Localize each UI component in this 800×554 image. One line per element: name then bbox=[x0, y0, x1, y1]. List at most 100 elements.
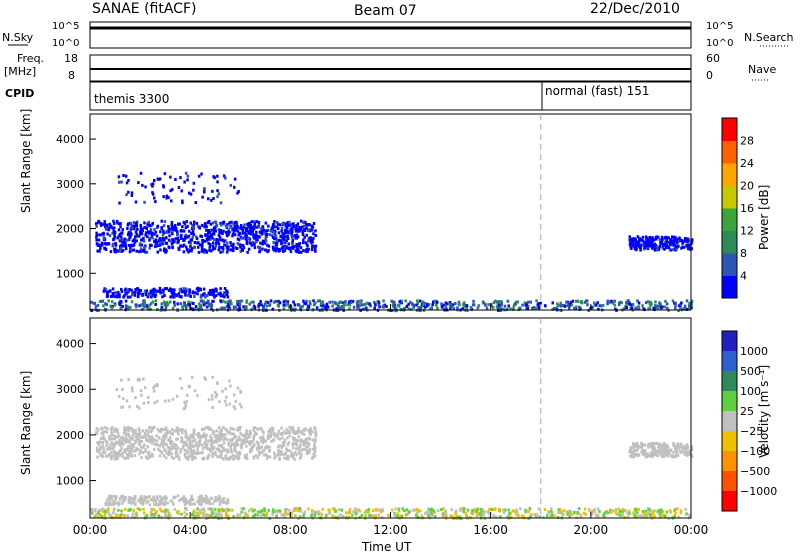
echo-cell bbox=[364, 302, 367, 306]
echo-cell bbox=[114, 498, 117, 502]
x-tick-label: 08:00 bbox=[273, 523, 308, 537]
echo-cell bbox=[659, 303, 662, 306]
echo-cell bbox=[118, 295, 121, 299]
echo-cell bbox=[246, 250, 249, 254]
echo-cell bbox=[442, 303, 445, 307]
echo-cell bbox=[463, 507, 466, 511]
echo-cell bbox=[112, 229, 115, 233]
echo-cell bbox=[95, 235, 98, 239]
echo-cell bbox=[214, 294, 218, 298]
echo-cell bbox=[229, 299, 232, 303]
echo-cell bbox=[142, 445, 145, 449]
echo-cell bbox=[218, 502, 222, 506]
echo-cell bbox=[228, 438, 232, 442]
echo-cell bbox=[282, 249, 285, 253]
echo-cell bbox=[284, 224, 287, 228]
echo-cell bbox=[152, 508, 155, 511]
echo-cell bbox=[141, 435, 145, 439]
echo-cell bbox=[241, 248, 244, 252]
echo-cell bbox=[272, 241, 275, 245]
echo-cell bbox=[346, 303, 349, 307]
echo-cell bbox=[217, 292, 220, 296]
echo-cell bbox=[154, 293, 157, 297]
echo-cell bbox=[209, 222, 213, 226]
echo-cell bbox=[318, 299, 321, 303]
echo-cell bbox=[169, 189, 172, 193]
echo-cell bbox=[106, 447, 109, 451]
echo-cell bbox=[190, 301, 193, 305]
echo-cell bbox=[305, 445, 308, 449]
echo-cell bbox=[268, 233, 272, 237]
echo-cell bbox=[556, 302, 559, 306]
echo-cell bbox=[184, 442, 188, 446]
echo-cell bbox=[192, 220, 196, 224]
echo-cell bbox=[684, 239, 688, 243]
echo-cell bbox=[113, 221, 116, 225]
echo-cell bbox=[392, 300, 395, 304]
echo-cell bbox=[340, 515, 344, 519]
echo-cell bbox=[127, 238, 131, 242]
echo-cell bbox=[245, 439, 248, 443]
echo-cell bbox=[227, 443, 231, 447]
echo-cell bbox=[206, 457, 209, 460]
echo-cell bbox=[630, 451, 634, 455]
echo-cell bbox=[221, 246, 225, 250]
echo-cell bbox=[163, 442, 167, 446]
echo-cell bbox=[676, 241, 679, 245]
echo-cell bbox=[685, 512, 688, 516]
echo-cell bbox=[233, 221, 236, 225]
echo-cell bbox=[258, 436, 262, 440]
echo-cell bbox=[187, 384, 191, 388]
echo-cell bbox=[175, 437, 178, 441]
echo-cell bbox=[134, 441, 137, 445]
echo-cell bbox=[143, 498, 147, 502]
echo-cell bbox=[239, 226, 242, 230]
cpid-panel bbox=[89, 81, 692, 111]
echo-cell bbox=[271, 438, 275, 442]
echo-cell bbox=[678, 236, 681, 240]
x-tick-label: 20:00 bbox=[574, 523, 609, 537]
echo-cell bbox=[205, 446, 209, 450]
echo-cell bbox=[233, 456, 236, 460]
echo-cell bbox=[245, 241, 249, 245]
echo-cell bbox=[452, 515, 455, 519]
echo-cell bbox=[167, 511, 171, 515]
echo-cell bbox=[126, 227, 129, 231]
echo-cell bbox=[135, 305, 138, 309]
echo-cell bbox=[219, 221, 222, 225]
echo-cell bbox=[669, 448, 672, 452]
echo-cell bbox=[193, 295, 196, 298]
echo-cell bbox=[189, 454, 193, 458]
echo-cell bbox=[121, 228, 124, 232]
echo-cell bbox=[391, 508, 394, 512]
echo-cell bbox=[186, 393, 189, 397]
echo-cell bbox=[154, 442, 157, 446]
echo-cell bbox=[301, 448, 304, 452]
echo-cell bbox=[113, 502, 116, 506]
echo-cell bbox=[267, 449, 271, 453]
echo-cell bbox=[385, 304, 388, 308]
echo-cell bbox=[216, 447, 220, 451]
echo-cell bbox=[681, 239, 685, 243]
echo-cell bbox=[673, 508, 676, 512]
echo-cell bbox=[123, 448, 127, 452]
echo-cell bbox=[120, 180, 123, 184]
echo-cell bbox=[98, 244, 102, 248]
echo-cell bbox=[141, 429, 144, 433]
echo-cell bbox=[302, 299, 305, 303]
echo-cell bbox=[162, 229, 165, 233]
echo-cell bbox=[187, 250, 190, 254]
echo-cell bbox=[108, 452, 111, 456]
echo-cell bbox=[170, 242, 174, 246]
echo-cell bbox=[95, 231, 98, 235]
echo-cell bbox=[192, 444, 196, 448]
echo-cell bbox=[207, 197, 210, 201]
echo-cell bbox=[95, 242, 99, 246]
echo-cell bbox=[689, 247, 692, 251]
echo-cell bbox=[186, 174, 190, 178]
echo-cell bbox=[262, 439, 265, 443]
echo-cell bbox=[154, 510, 157, 514]
echo-cell bbox=[225, 428, 229, 432]
echo-cell bbox=[575, 305, 578, 309]
echo-cell bbox=[130, 300, 134, 304]
